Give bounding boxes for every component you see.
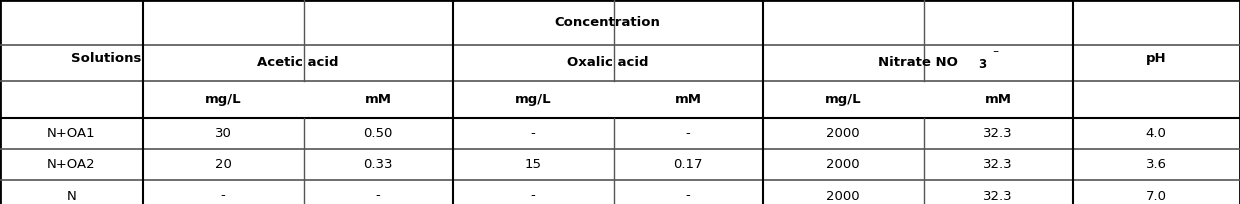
Text: 4.0: 4.0 [1146, 127, 1167, 140]
Text: mg/L: mg/L [205, 93, 242, 106]
Text: 2000: 2000 [826, 190, 861, 203]
Text: Oxalic acid: Oxalic acid [567, 56, 649, 69]
Text: N: N [67, 190, 76, 203]
Text: Solutions: Solutions [71, 52, 141, 65]
Text: 3: 3 [978, 58, 986, 71]
Text: Acetic acid: Acetic acid [257, 56, 339, 69]
Text: 0.50: 0.50 [363, 127, 393, 140]
Text: ⁻: ⁻ [992, 48, 999, 61]
Text: mg/L: mg/L [825, 93, 862, 106]
Text: 7.0: 7.0 [1146, 190, 1167, 203]
Text: N+OA1: N+OA1 [47, 127, 95, 140]
Text: 20: 20 [215, 158, 232, 171]
Text: 30: 30 [215, 127, 232, 140]
Text: 2000: 2000 [826, 127, 861, 140]
Text: 3.6: 3.6 [1146, 158, 1167, 171]
Text: pH: pH [1146, 52, 1167, 65]
Text: 0.17: 0.17 [673, 158, 703, 171]
Text: 32.3: 32.3 [983, 190, 1013, 203]
Text: N+OA2: N+OA2 [47, 158, 95, 171]
Text: mM: mM [985, 93, 1012, 106]
Text: -: - [686, 127, 691, 140]
Text: -: - [531, 190, 536, 203]
Text: Nitrate NO: Nitrate NO [878, 56, 957, 69]
Text: 2000: 2000 [826, 158, 861, 171]
Text: mg/L: mg/L [515, 93, 552, 106]
Text: 32.3: 32.3 [983, 127, 1013, 140]
Text: 32.3: 32.3 [983, 158, 1013, 171]
Text: -: - [531, 127, 536, 140]
Text: mM: mM [675, 93, 702, 106]
Text: -: - [221, 190, 226, 203]
Text: -: - [376, 190, 381, 203]
Text: 15: 15 [525, 158, 542, 171]
Text: -: - [686, 190, 691, 203]
Text: Concentration: Concentration [554, 16, 661, 29]
Text: mM: mM [365, 93, 392, 106]
Text: 0.33: 0.33 [363, 158, 393, 171]
